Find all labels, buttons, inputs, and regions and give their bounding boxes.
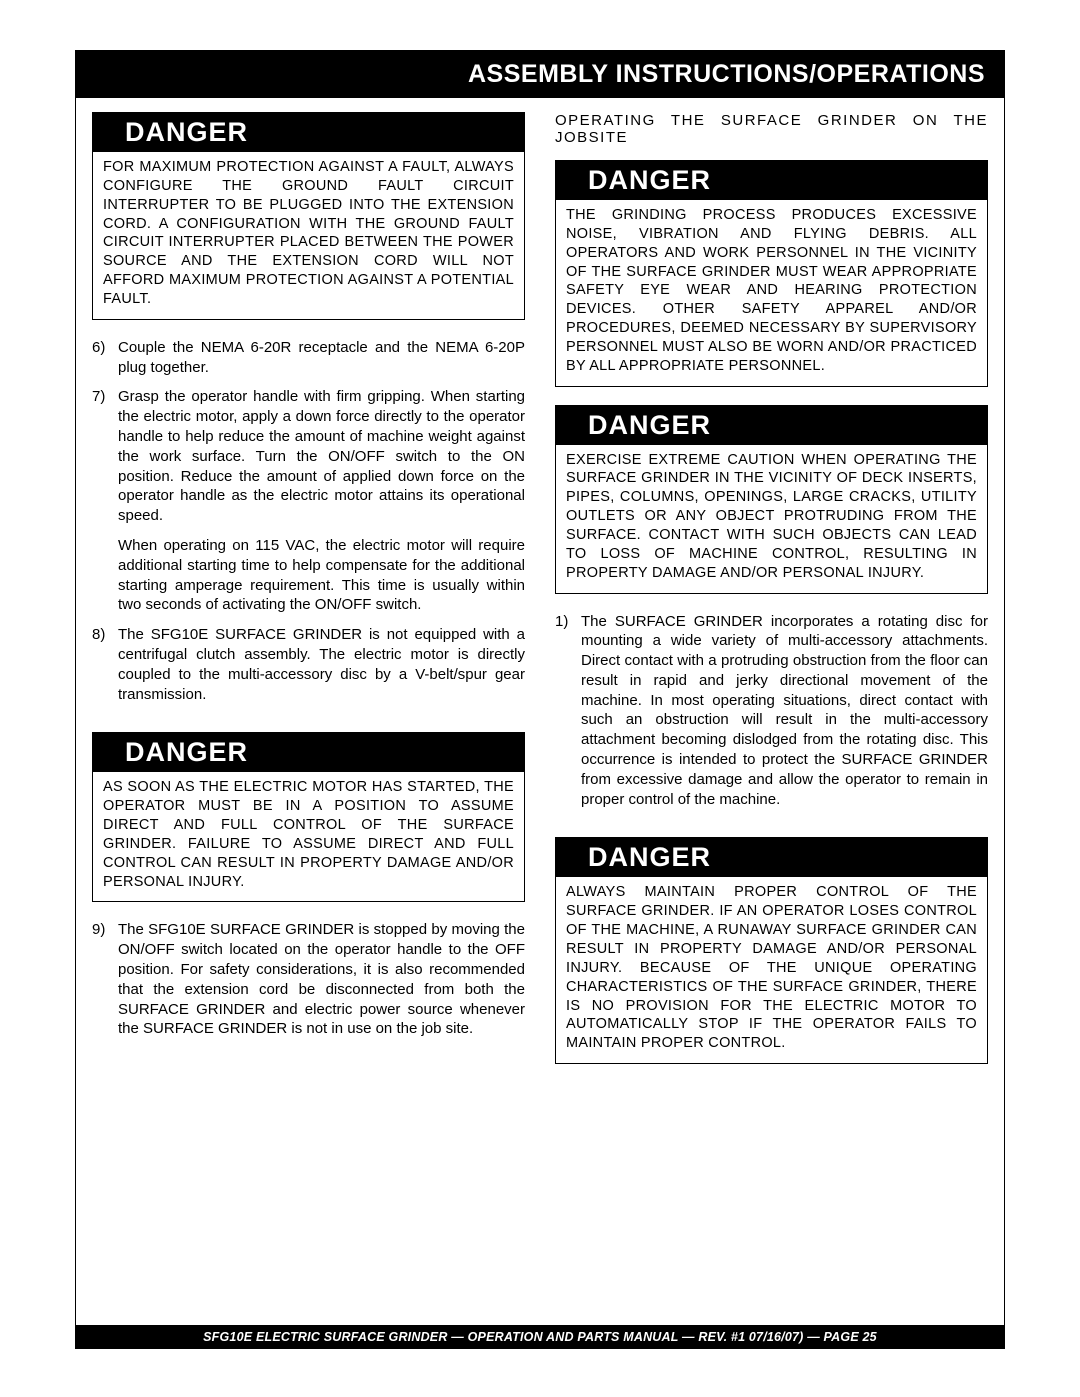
danger-body: EXERCISE EXTREME CAUTION WHEN OPERATING … [556, 445, 987, 593]
list-text: Couple the NEMA 6-20R receptacle and the… [118, 338, 525, 378]
list-number: 8) [92, 625, 118, 704]
danger-header: DANGER [93, 733, 524, 772]
list-number: 1) [555, 612, 581, 810]
danger-header: DANGER [556, 161, 987, 200]
section-heading: OPERATING THE SURFACE GRINDER ON THE JOB… [555, 112, 988, 146]
left-column: DANGER FOR MAXIMUM PROTECTION AGAINST A … [92, 112, 525, 1297]
danger-body: FOR MAXIMUM PROTECTION AGAINST A FAULT, … [93, 152, 524, 319]
danger-box-left-1: DANGER FOR MAXIMUM PROTECTION AGAINST A … [92, 112, 525, 320]
list-block-left-1: 6) Couple the NEMA 6-20R receptacle and … [92, 338, 525, 715]
page-header-bar: ASSEMBLY INSTRUCTIONS/OPERATIONS [75, 50, 1005, 98]
list-item: 9) The SFG10E SURFACE GRINDER is stopped… [92, 920, 525, 1039]
list-item: 8) The SFG10E SURFACE GRINDER is not equ… [92, 625, 525, 704]
list-number: 7) [92, 387, 118, 526]
danger-box-right-3: DANGER ALWAYS MAINTAIN PROPER CONTROL OF… [555, 837, 988, 1064]
page-footer-bar: SFG10E ELECTRIC SURFACE GRINDER — OPERAT… [75, 1325, 1005, 1349]
list-number: 9) [92, 920, 118, 1039]
danger-header: DANGER [556, 838, 987, 877]
page-header-title: ASSEMBLY INSTRUCTIONS/OPERATIONS [468, 60, 985, 89]
danger-body: ALWAYS MAINTAIN PROPER CONTROL OF THE SU… [556, 877, 987, 1063]
right-column: OPERATING THE SURFACE GRINDER ON THE JOB… [555, 112, 988, 1297]
list-number: 6) [92, 338, 118, 378]
list-text: The SFG10E SURFACE GRINDER is not equipp… [118, 625, 525, 704]
list-text: The SFG10E SURFACE GRINDER is stopped by… [118, 920, 525, 1039]
list-block-right-1: 1) The SURFACE GRINDER incorporates a ro… [555, 612, 988, 820]
list-item: 6) Couple the NEMA 6-20R receptacle and … [92, 338, 525, 378]
danger-body: AS SOON AS THE ELECTRIC MOTOR HAS STARTE… [93, 772, 524, 901]
danger-header: DANGER [556, 406, 987, 445]
list-text: Grasp the operator handle with firm grip… [118, 387, 525, 526]
danger-header: DANGER [93, 113, 524, 152]
danger-box-left-2: DANGER AS SOON AS THE ELECTRIC MOTOR HAS… [92, 732, 525, 902]
list-block-left-2: 9) The SFG10E SURFACE GRINDER is stopped… [92, 920, 525, 1049]
list-item: 7) Grasp the operator handle with firm g… [92, 387, 525, 526]
content-area: DANGER FOR MAXIMUM PROTECTION AGAINST A … [92, 112, 988, 1297]
footer-text: SFG10E ELECTRIC SURFACE GRINDER — OPERAT… [203, 1330, 877, 1344]
danger-box-right-2: DANGER EXERCISE EXTREME CAUTION WHEN OPE… [555, 405, 988, 594]
danger-body: THE GRINDING PROCESS PRODUCES EXCESSIVE … [556, 200, 987, 386]
list-item: 1) The SURFACE GRINDER incorporates a ro… [555, 612, 988, 810]
danger-box-right-1: DANGER THE GRINDING PROCESS PRODUCES EXC… [555, 160, 988, 387]
list-text: The SURFACE GRINDER incorporates a rotat… [581, 612, 988, 810]
list-subparagraph: When operating on 115 VAC, the electric … [118, 536, 525, 615]
